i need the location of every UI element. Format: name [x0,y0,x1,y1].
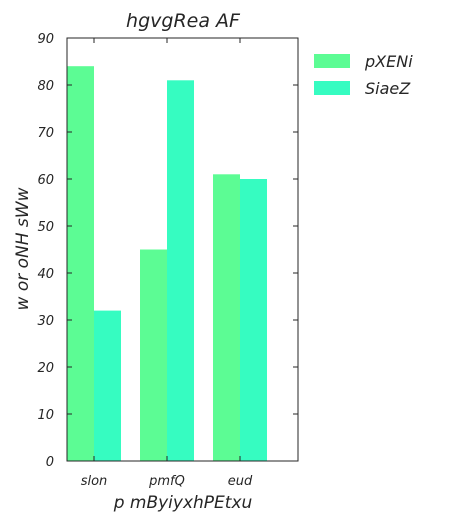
y-axis-label: w or oNH sWw [13,187,33,310]
bars [67,66,267,462]
legend-label-pXENi: pXENi [364,52,413,71]
legend: pXENi SiaeZ [314,52,413,98]
y-tick-label-70: 70 [37,126,54,141]
bar-SiaeZ-eud [240,179,267,461]
y-tick-label-50: 50 [37,220,54,235]
bar-pXENi-pmfQ [140,249,167,461]
bar-pXENi-slon [67,66,94,461]
y-axis: 0 10 20 30 40 50 60 70 80 90 [37,32,298,470]
bar-SiaeZ-slon [94,310,121,461]
plot-frame [66,37,299,462]
x-tick-label-eud: eud [228,474,253,489]
y-tick-label-90: 90 [37,32,54,47]
bar-SiaeZ-pmfQ [167,80,194,462]
legend-label-SiaeZ: SiaeZ [365,79,411,98]
x-axis: slon pmfQ eud [81,38,253,489]
y-tick-label-10: 10 [37,408,54,423]
y-tick-label-30: 30 [37,314,54,329]
y-tick-label-40: 40 [37,267,54,282]
x-tick-label-slon: slon [81,474,108,489]
y-tick-label-20: 20 [37,361,54,376]
y-tick-label-80: 80 [37,79,54,94]
x-tick-label-pmfQ: pmfQ [148,474,185,489]
y-tick-label-60: 60 [37,173,54,188]
y-tick-label-0: 0 [46,455,54,470]
legend-swatch-SiaeZ [314,81,350,95]
chart-title: hgvgRea AF [126,10,241,32]
bar-pXENi-eud [213,174,240,462]
x-axis-label: p mByiyxhPEtxu [113,493,253,513]
legend-swatch-pXENi [314,54,350,68]
